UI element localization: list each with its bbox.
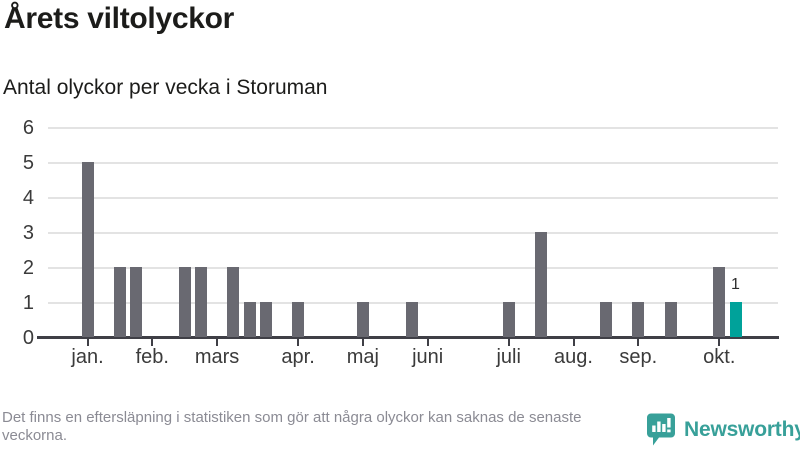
bar-week-40 bbox=[713, 267, 726, 337]
bar-week-37 bbox=[664, 302, 677, 337]
x-tick-okt bbox=[718, 339, 721, 346]
y-axis-label: 1 bbox=[22, 292, 34, 314]
x-axis-label-mars: mars bbox=[194, 346, 240, 368]
x-axis-label-apr: apr. bbox=[281, 346, 315, 368]
x-axis-label-aug: aug. bbox=[554, 346, 593, 368]
y-axis-label: 4 bbox=[22, 187, 34, 209]
x-tick-feb bbox=[151, 339, 154, 346]
gridline-y5 bbox=[48, 162, 778, 164]
gridline-y4 bbox=[48, 197, 778, 199]
y-axis-label: 2 bbox=[22, 257, 34, 279]
x-tick-aug bbox=[572, 339, 575, 346]
bar-week-1 bbox=[81, 162, 94, 337]
x-axis-label-maj: maj bbox=[346, 346, 379, 368]
newsworthy-wordmark: Newsworthy bbox=[684, 417, 800, 441]
bar-week-12 bbox=[259, 302, 272, 337]
bar-week-3 bbox=[113, 267, 126, 337]
bar-week-18 bbox=[356, 302, 369, 337]
gridline-y2 bbox=[48, 267, 778, 269]
newsworthy-logo: Newsworthy bbox=[646, 412, 800, 447]
page-title: Årets viltolyckor bbox=[4, 2, 234, 35]
y-axis-label: 3 bbox=[22, 222, 34, 244]
y-axis-label: 6 bbox=[22, 117, 34, 139]
x-tick-mars bbox=[216, 339, 219, 346]
gridline-y3 bbox=[48, 232, 778, 234]
bar-week-14 bbox=[292, 302, 305, 337]
x-axis-line bbox=[37, 336, 779, 339]
x-axis-label-okt: okt. bbox=[703, 346, 736, 368]
bar-week-11 bbox=[243, 302, 256, 337]
x-tick-juni bbox=[426, 339, 429, 346]
x-axis-label-juli: juli bbox=[496, 346, 521, 368]
y-axis-label: 0 bbox=[22, 327, 34, 349]
bar-week-41 bbox=[729, 302, 742, 337]
bar-week-10 bbox=[227, 267, 240, 337]
gridline-y6 bbox=[48, 127, 778, 129]
x-axis-label-feb: feb. bbox=[135, 346, 169, 368]
x-tick-sep bbox=[637, 339, 640, 346]
x-tick-jan bbox=[86, 339, 89, 346]
x-tick-juli bbox=[507, 339, 510, 346]
newsworthy-logo-icon bbox=[647, 413, 675, 446]
x-tick-apr bbox=[297, 339, 300, 346]
x-axis-label-sep: sep. bbox=[619, 346, 658, 368]
bar-week-21 bbox=[405, 302, 418, 337]
weekly-accidents-bar-chart: 0 1 2 3 4 5 6 1 jan. feb. mars apr. maj juni juli aug. s… bbox=[22, 117, 779, 368]
y-axis-label: 5 bbox=[22, 152, 34, 174]
x-axis-label-juni: juni bbox=[412, 346, 444, 368]
x-axis-label-jan: jan. bbox=[71, 346, 104, 368]
bar-week-27 bbox=[502, 302, 515, 337]
chart-subtitle: Antal olyckor per vecka i Storuman bbox=[3, 76, 328, 99]
bar-week-4 bbox=[130, 267, 143, 337]
x-tick-maj bbox=[361, 339, 364, 346]
footnote: Det finns en eftersläpning i statistiken… bbox=[2, 409, 582, 444]
bar-value-label: 1 bbox=[731, 276, 740, 293]
bar-week-7 bbox=[178, 267, 191, 337]
bar-week-29 bbox=[535, 232, 548, 337]
bar-week-8 bbox=[194, 267, 207, 337]
bar-week-35 bbox=[632, 302, 645, 337]
bar-week-33 bbox=[599, 302, 612, 337]
